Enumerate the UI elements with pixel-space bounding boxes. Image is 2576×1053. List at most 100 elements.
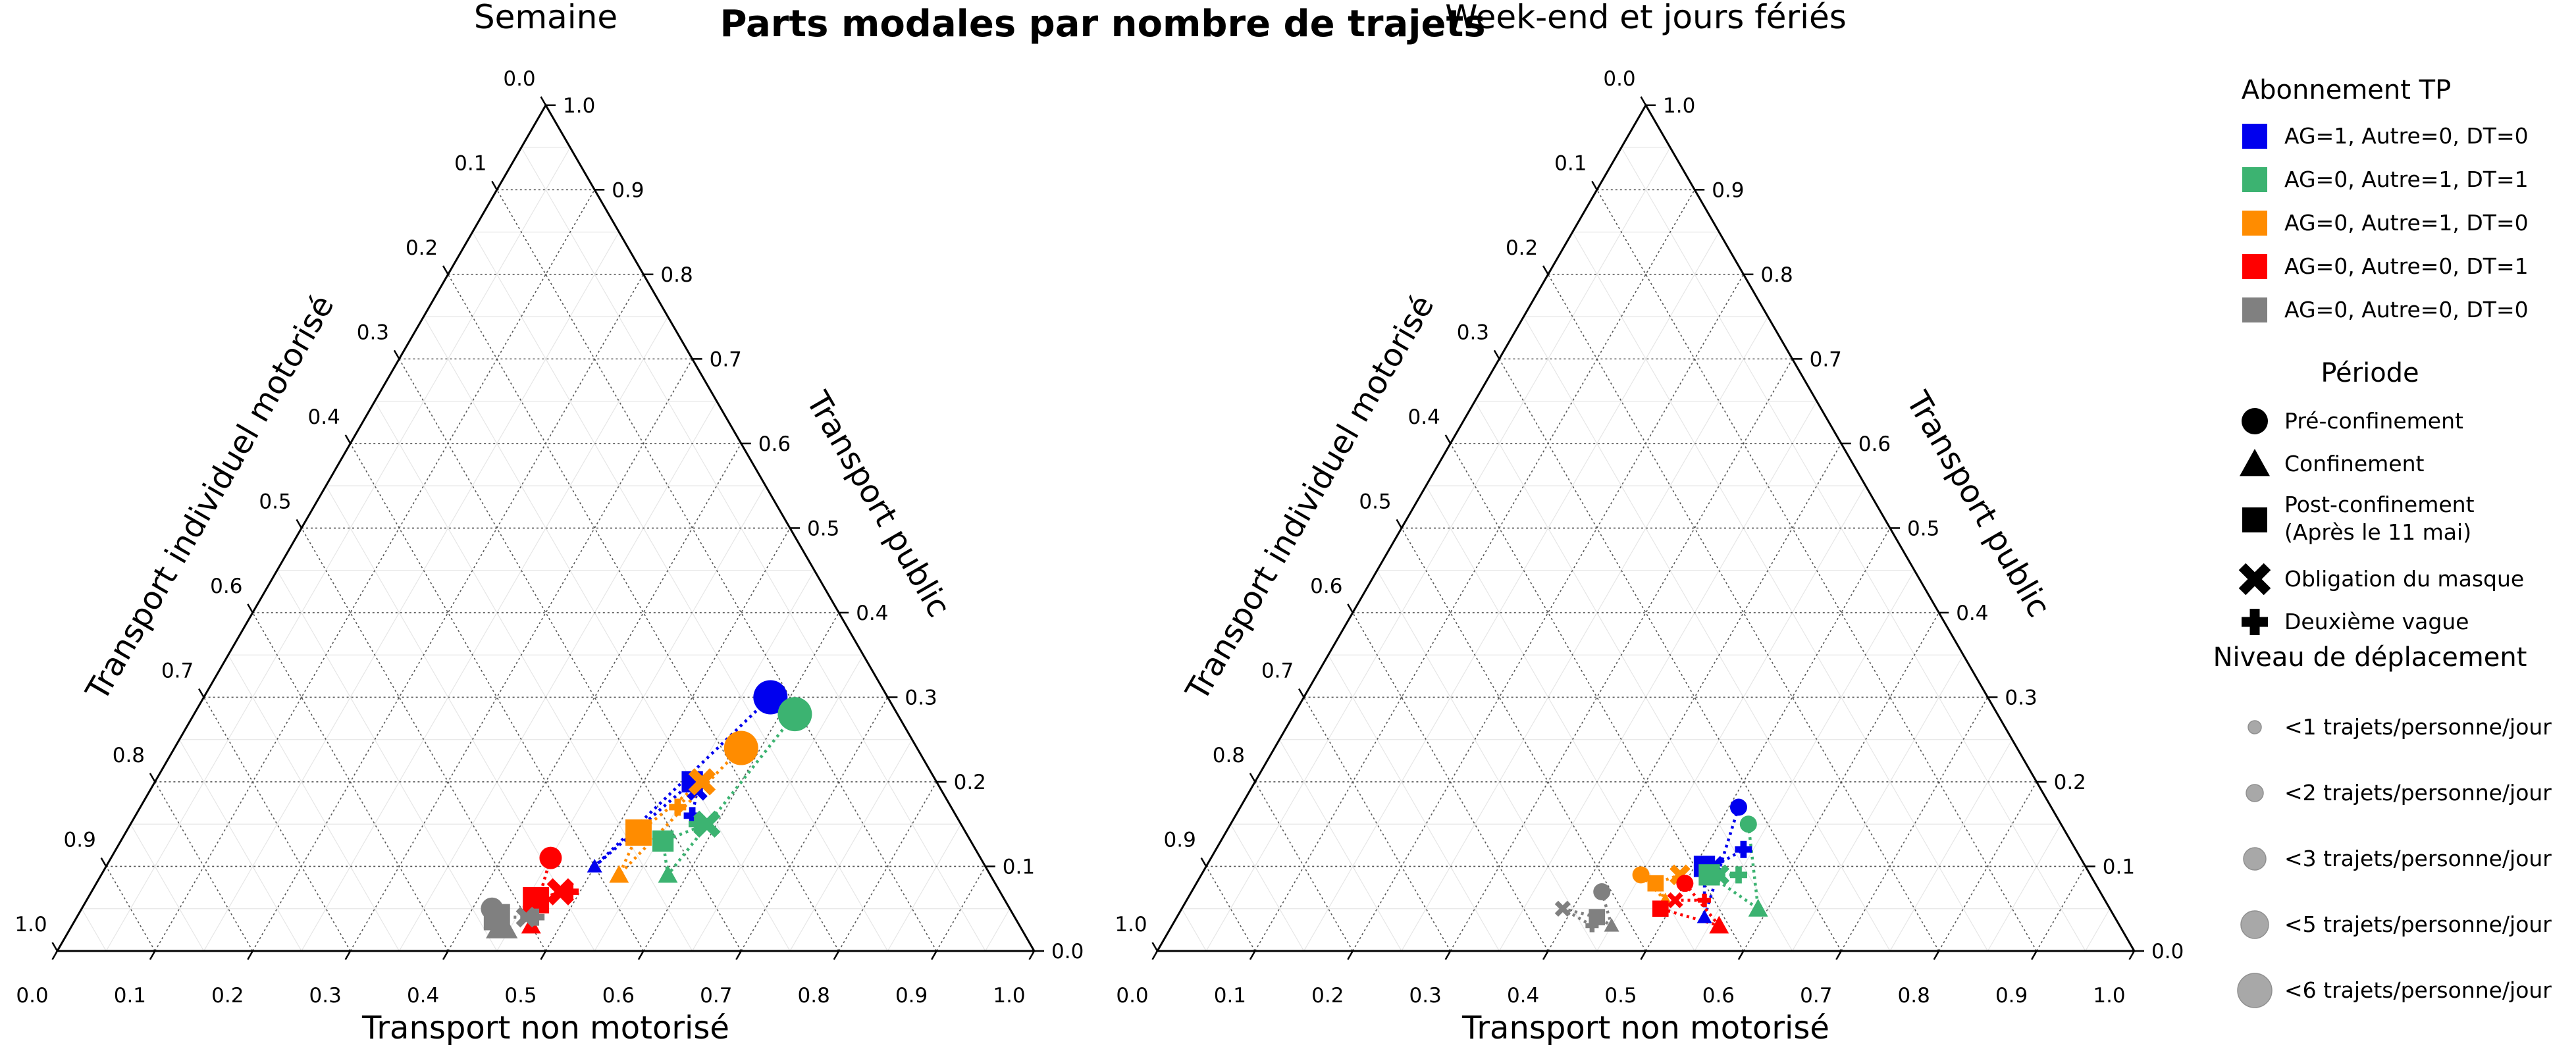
legend-period-label: Confinement	[2284, 451, 2425, 476]
grid-line	[203, 697, 351, 952]
bottom-axis-label: Transport non motorisé	[1461, 1010, 1829, 1046]
bottom-tick	[1737, 950, 1745, 960]
grid-line	[1303, 697, 1451, 952]
right-tick-label: 0.4	[856, 602, 888, 625]
legend-group-label: AG=1, Autre=0, DT=0	[2284, 123, 2529, 149]
bottom-tick	[1028, 950, 1036, 960]
data-point	[527, 908, 545, 926]
left-tick	[1640, 96, 1647, 106]
left-tick	[1298, 688, 1305, 698]
legend: Abonnement TP AG=1, Autre=0, DT=0 AG=0, Au…	[2213, 75, 2552, 1008]
bottom-tick-label: 0.6	[1702, 984, 1735, 1008]
bottom-tick-label: 0.3	[309, 984, 342, 1008]
data-point	[723, 731, 758, 765]
legend-period-label: Pré-confinement	[2284, 408, 2463, 434]
right-tick-label: 0.4	[1956, 602, 1988, 625]
legend-group-label: AG=0, Autre=1, DT=0	[2284, 210, 2529, 236]
left-tick	[1591, 180, 1598, 190]
legend-period-label-2: (Après le 11 mai)	[2284, 519, 2471, 545]
right-tick-label: 0.3	[905, 686, 937, 709]
data-point	[587, 858, 602, 873]
data-point	[1748, 898, 1768, 917]
minor-grid-line	[1572, 232, 1988, 952]
bottom-tick	[1444, 950, 1452, 960]
data-point	[609, 865, 629, 883]
bottom-tick	[1640, 950, 1647, 960]
data-point	[562, 883, 579, 901]
right-axis-label: Transport public	[799, 385, 957, 623]
data-point	[625, 819, 652, 846]
bottom-tick-label: 0.8	[1898, 984, 1930, 1008]
minor-grid-line	[1523, 316, 1891, 952]
grid-line	[1841, 697, 1989, 952]
bottom-tick-label: 1.0	[2093, 984, 2125, 1008]
data-point	[688, 768, 716, 796]
legend-periods-title: Période	[2321, 358, 2419, 388]
minor-grid-line	[105, 147, 571, 952]
right-tick-label: 0.9	[1712, 178, 1744, 202]
legend-period-label: Obligation du masque	[2284, 566, 2524, 592]
grid-line	[154, 781, 253, 952]
left-axis-label: Transport individuel motorisé	[78, 289, 341, 707]
bottom-tick-label: 0.7	[1800, 984, 1832, 1008]
left-tick-label: 0.8	[113, 744, 145, 767]
bottom-tick	[1151, 950, 1159, 960]
data-point	[1729, 866, 1747, 884]
legend-size-circle	[2247, 720, 2262, 734]
bottom-axis-label: Transport non motorisé	[361, 1010, 729, 1046]
left-tick	[1347, 604, 1354, 613]
bottom-tick	[735, 950, 742, 960]
bottom-tick	[1249, 950, 1256, 960]
bottom-tick	[344, 950, 352, 960]
legend-group-label: AG=0, Autre=0, DT=0	[2284, 297, 2529, 322]
data-point	[515, 906, 537, 928]
minor-grid-line	[887, 823, 962, 952]
bottom-tick	[1347, 950, 1354, 960]
grid-line	[1352, 274, 1745, 952]
data-point	[1696, 910, 1712, 923]
bottom-tick	[149, 950, 156, 960]
legend-level-label: <6 trajets/personne/jour	[2284, 977, 2552, 1003]
grid-line	[1596, 189, 2037, 952]
minor-grid-line	[1621, 147, 2086, 952]
data-point	[1698, 893, 1712, 907]
left-tick-label: 0.5	[1359, 490, 1391, 513]
left-tick-label: 0.4	[1408, 405, 1440, 429]
minor-grid-line	[985, 908, 1011, 952]
legend-group-label: AG=0, Autre=1, DT=1	[2284, 167, 2529, 192]
left-tick-label: 0.2	[1506, 236, 1538, 260]
grid-line	[398, 358, 742, 952]
grid-line	[1352, 612, 1549, 952]
data-point	[1632, 866, 1650, 884]
minor-grid-line	[1792, 654, 1964, 952]
grid-line	[154, 189, 595, 952]
grid-line	[1254, 781, 1354, 952]
left-tick-label: 1.0	[1115, 913, 1147, 937]
legend-level-label: <1 trajets/personne/jour	[2284, 714, 2552, 740]
right-tick-label: 0.6	[1858, 432, 1891, 456]
minor-grid-line	[1474, 401, 1793, 952]
left-tick	[442, 265, 449, 275]
right-tick-label: 0.7	[710, 347, 742, 371]
left-tick-label: 0.1	[454, 151, 486, 175]
minor-grid	[81, 147, 1011, 952]
legend-swatch	[2242, 297, 2267, 322]
data-point	[777, 697, 812, 732]
bottom-tick-label: 0.2	[1311, 984, 1344, 1008]
grid-line	[1938, 781, 2037, 952]
bottom-tick	[833, 950, 840, 960]
legend-size-circle	[2246, 784, 2264, 802]
bottom-tick-label: 0.9	[895, 984, 928, 1008]
left-tick	[198, 688, 205, 698]
legend-group-label: AG=0, Autre=0, DT=1	[2284, 253, 2529, 279]
left-tick-label: 0.4	[308, 405, 340, 429]
right-tick-label: 0.8	[1760, 263, 1793, 287]
right-tick-label: 0.5	[1907, 517, 1939, 540]
right-tick-label: 0.0	[1051, 940, 1084, 963]
bottom-tick-label: 0.0	[1116, 984, 1148, 1008]
minor-grid-line	[692, 654, 864, 952]
minor-grid-line	[423, 316, 791, 952]
bottom-tick-label: 0.7	[700, 984, 732, 1008]
right-tick-label: 0.8	[660, 263, 693, 287]
bottom-tick	[442, 950, 449, 960]
